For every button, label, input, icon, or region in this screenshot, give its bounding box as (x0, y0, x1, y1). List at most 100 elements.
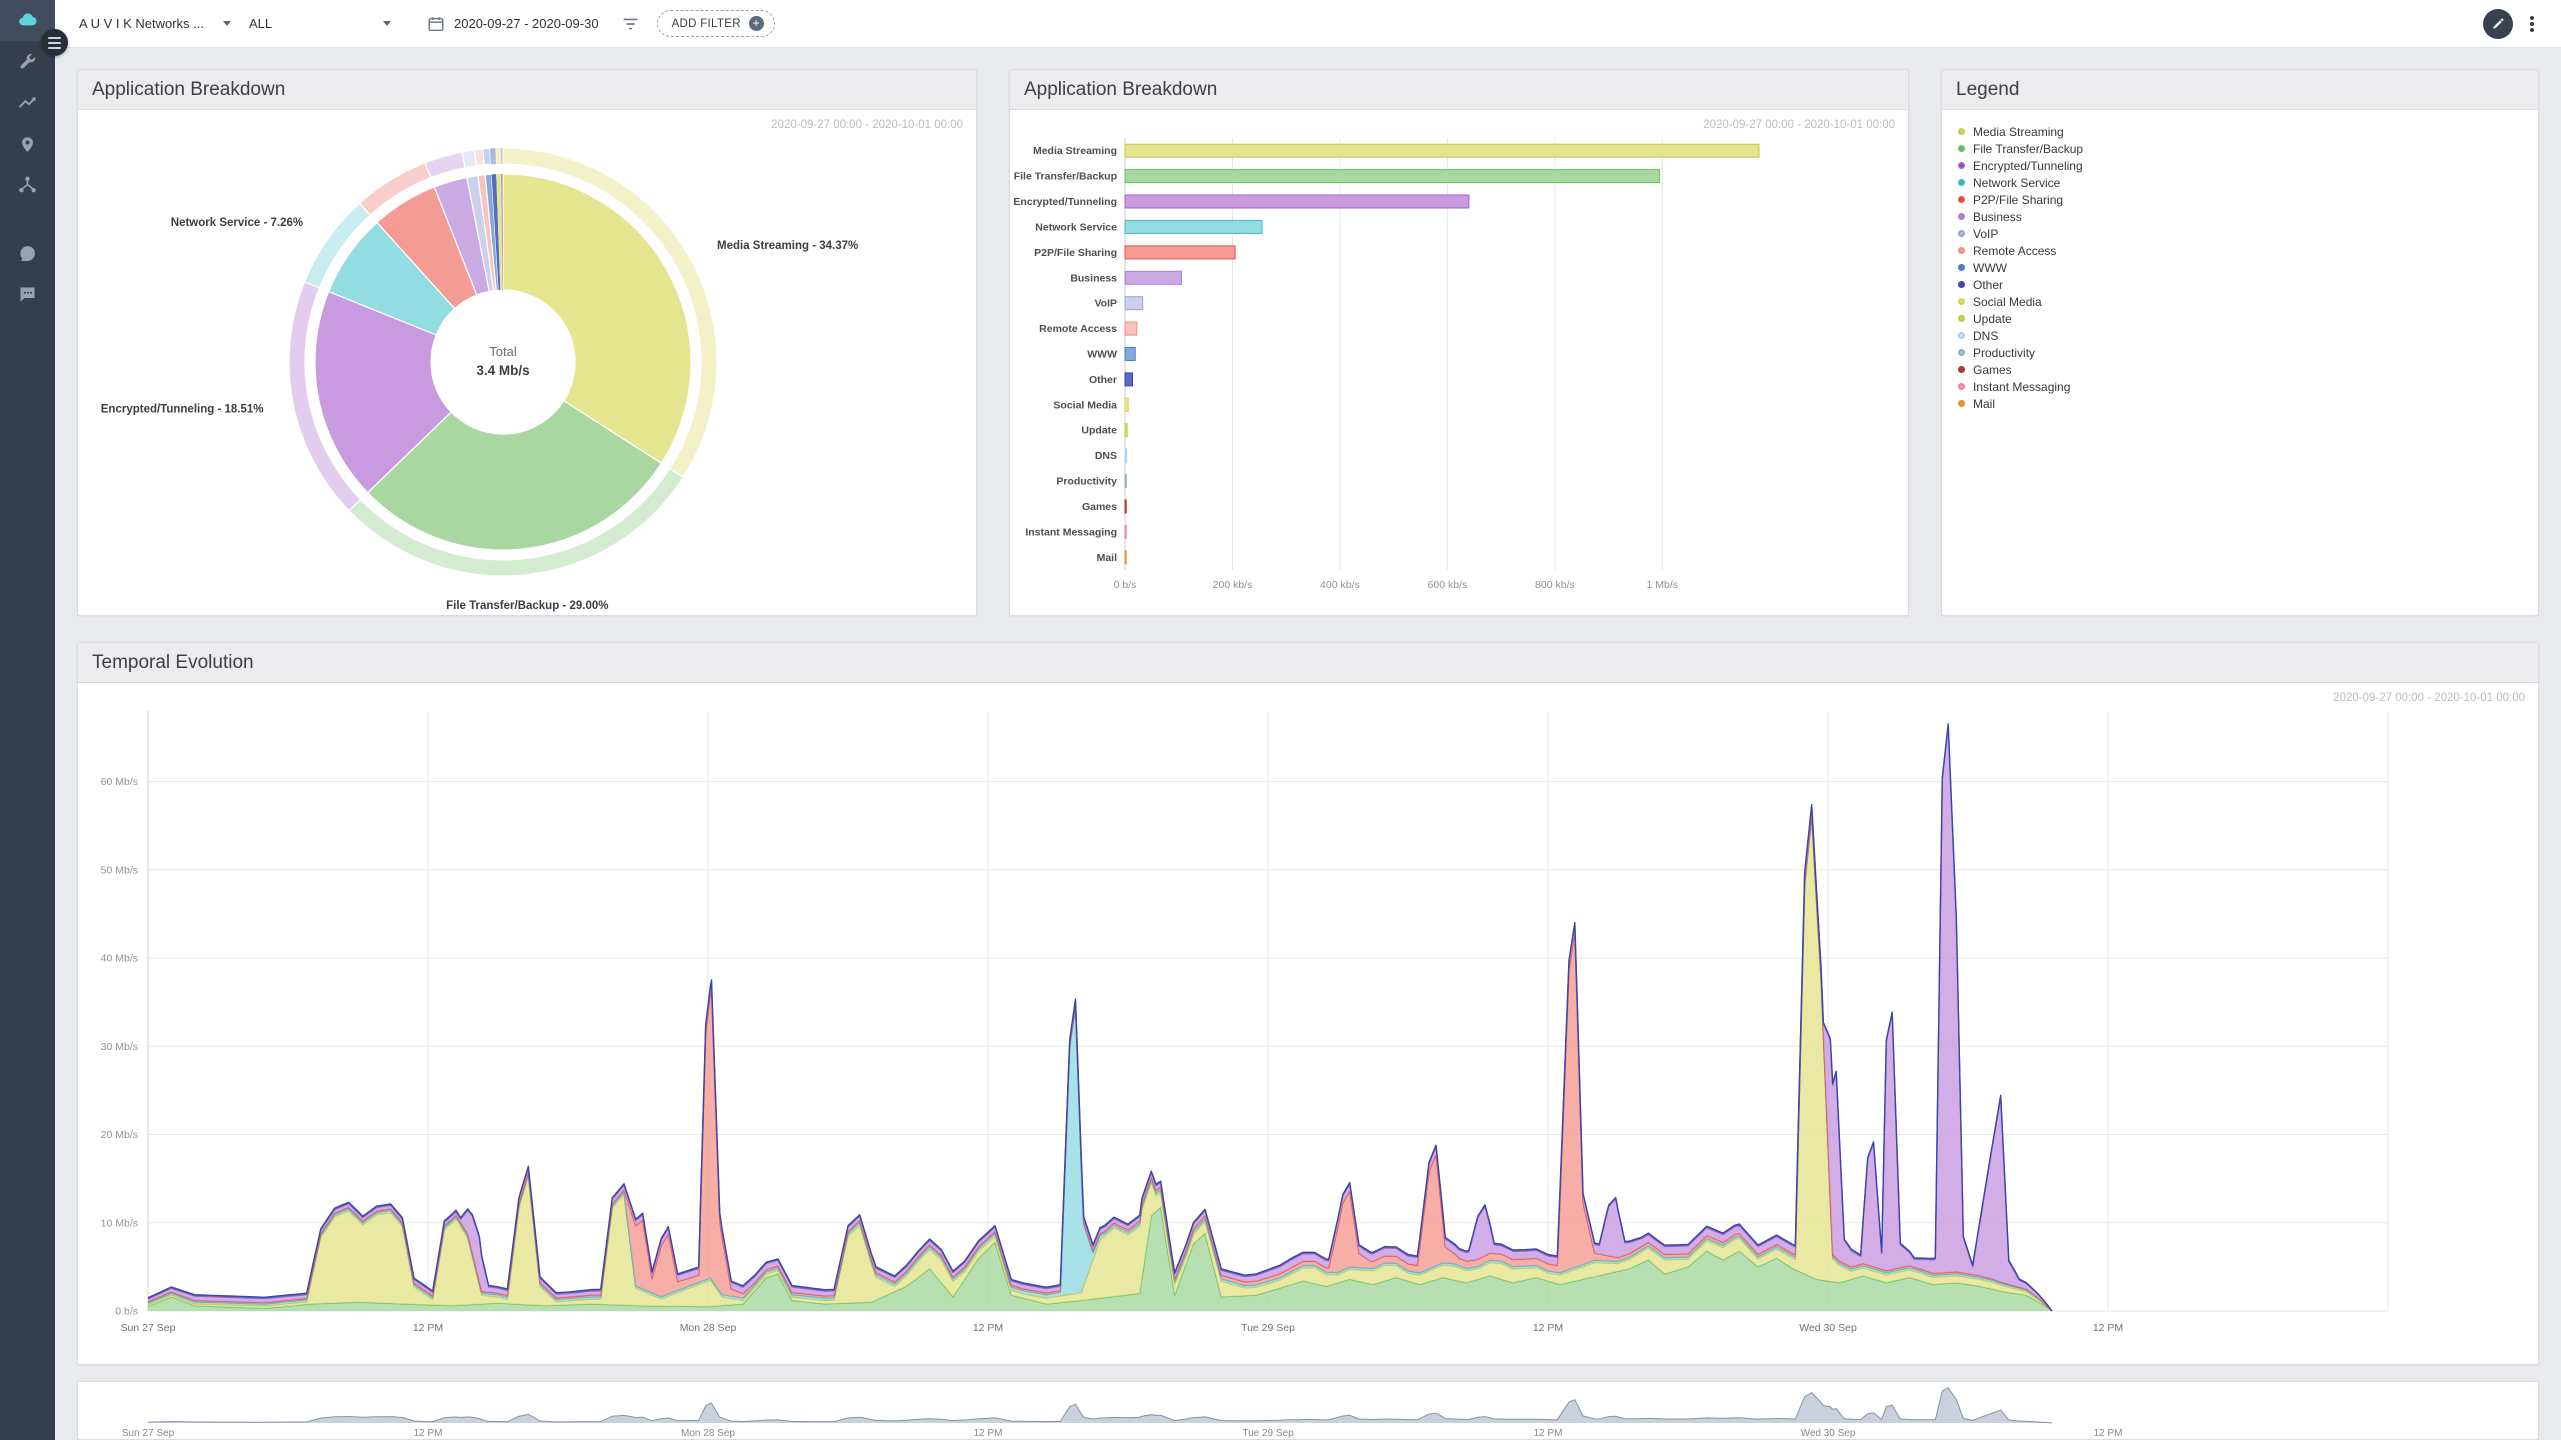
temporal-evolution-panel: Temporal Evolution 2020-09-27 00:00 - 20… (77, 642, 2539, 1365)
svg-text:File Transfer/Backup - 29.00%: File Transfer/Backup - 29.00% (446, 600, 608, 612)
legend-label: DNS (1973, 328, 1999, 343)
legend-item[interactable]: Instant Messaging (1958, 378, 2536, 395)
filter-icon[interactable] (621, 14, 641, 34)
pencil-icon (2490, 16, 2506, 32)
calendar-icon (427, 15, 454, 33)
sidebar-item-home[interactable] (0, 0, 55, 41)
svg-text:12 PM: 12 PM (1534, 1428, 1563, 1439)
sidebar-item-feedback[interactable] (0, 274, 55, 315)
edit-dashboard-button[interactable] (2483, 8, 2513, 39)
svg-text:WWW: WWW (1087, 349, 1117, 361)
sidebar-item-network-map[interactable] (0, 164, 55, 205)
sidebar (0, 0, 55, 1440)
legend-color-dot (1958, 383, 1965, 390)
sidebar-item-tools[interactable] (0, 41, 55, 82)
legend-item[interactable]: File Transfer/Backup (1958, 140, 2536, 157)
svg-text:P2P/File Sharing: P2P/File Sharing (1034, 247, 1117, 259)
svg-text:Wed 30 Sep: Wed 30 Sep (1799, 1322, 1857, 1334)
svg-text:10 Mb/s: 10 Mb/s (101, 1217, 138, 1229)
legend-label: WWW (1973, 260, 2007, 275)
legend-label: Media Streaming (1973, 124, 2064, 139)
svg-text:12 PM: 12 PM (2094, 1428, 2123, 1439)
svg-text:3.4 Mb/s: 3.4 Mb/s (476, 363, 529, 378)
svg-text:Mon 28 Sep: Mon 28 Sep (681, 1428, 735, 1439)
legend-color-dot (1958, 298, 1965, 305)
legend-item[interactable]: Network Service (1958, 174, 2536, 191)
sidebar-item-locations[interactable] (0, 123, 55, 164)
svg-text:Tue 29 Sep: Tue 29 Sep (1242, 1428, 1294, 1439)
legend-label: Mail (1973, 396, 1996, 411)
legend-item[interactable]: P2P/File Sharing (1958, 191, 2536, 208)
panel-title: Application Breakdown (1024, 78, 1218, 100)
legend-item[interactable]: Business (1958, 208, 2536, 225)
menu-toggle-button[interactable] (41, 29, 68, 56)
scope-selector[interactable]: ALL (249, 16, 391, 31)
svg-text:Network Service - 7.26%: Network Service - 7.26% (171, 217, 303, 229)
legend-color-dot (1958, 366, 1965, 373)
svg-text:Instant Messaging: Instant Messaging (1025, 526, 1117, 538)
svg-text:12 PM: 12 PM (1533, 1322, 1563, 1334)
map-pin-icon (17, 133, 38, 154)
kebab-icon (2530, 15, 2534, 20)
svg-text:Media Streaming - 34.37%: Media Streaming - 34.37% (717, 240, 858, 252)
legend-label: Social Media (1973, 294, 2042, 309)
date-range-picker[interactable]: 2020-09-27 - 2020-09-30 (427, 15, 599, 33)
svg-text:0 b/s: 0 b/s (115, 1306, 138, 1318)
legend-color-dot (1958, 128, 1965, 135)
svg-text:DNS: DNS (1095, 450, 1117, 462)
legend-label: Encrypted/Tunneling (1973, 158, 2083, 173)
panel-title: Application Breakdown (92, 78, 286, 100)
legend-item[interactable]: Update (1958, 310, 2536, 327)
sidebar-item-support-chat[interactable] (0, 233, 55, 274)
svg-text:Productivity: Productivity (1056, 476, 1117, 488)
legend-item[interactable]: Other (1958, 276, 2536, 293)
application-breakdown-donut-chart[interactable]: Media Streaming - 34.37% File Transfer/Ba… (78, 110, 976, 615)
application-breakdown-bar-chart[interactable]: 0 b/s 200 kb/s 400 kb/s 600 kb/s 800 kb/s 1 M… (1010, 110, 1908, 615)
legend-color-dot (1958, 281, 1965, 288)
scope-label: ALL (249, 16, 273, 31)
more-options-button[interactable] (2527, 11, 2537, 37)
legend-item[interactable]: Social Media (1958, 293, 2536, 310)
dashboard-content: Application Breakdown 2020-09-27 00:00 -… (55, 48, 2561, 1440)
legend-list: Media Streaming File Transfer/Backup Encry… (1942, 110, 2538, 412)
timeline-navigator-chart[interactable]: Sun 27 Sep 12 PM Mon 28 Sep 12 PM Tue 29 Sep… (78, 1382, 2538, 1439)
legend-color-dot (1958, 332, 1965, 339)
svg-text:12 PM: 12 PM (973, 1322, 1003, 1334)
topbar: A U V I K Networks ... ALL 2020-09-27 - … (55, 0, 2561, 48)
legend-panel: Legend Media Streaming File Transfer/Back… (1941, 69, 2539, 616)
legend-item[interactable]: Productivity (1958, 344, 2536, 361)
legend-item[interactable]: Mail (1958, 395, 2536, 412)
chevron-down-icon (383, 21, 391, 26)
panel-header: Legend (1942, 70, 2538, 110)
svg-text:Social Media: Social Media (1053, 399, 1117, 411)
legend-label: Business (1973, 209, 2022, 224)
legend-item[interactable]: Games (1958, 361, 2536, 378)
legend-item[interactable]: VoIP (1958, 225, 2536, 242)
legend-label: Remote Access (1973, 243, 2057, 258)
legend-label: Instant Messaging (1973, 379, 2071, 394)
svg-text:0 b/s: 0 b/s (1114, 579, 1137, 591)
svg-text:Total: Total (489, 344, 517, 359)
legend-label: P2P/File Sharing (1973, 192, 2064, 207)
legend-item[interactable]: Media Streaming (1958, 123, 2536, 140)
legend-item[interactable]: WWW (1958, 259, 2536, 276)
legend-item[interactable]: Encrypted/Tunneling (1958, 157, 2536, 174)
add-filter-button[interactable]: ADD FILTER + (656, 10, 775, 37)
legend-label: Update (1973, 311, 2012, 326)
svg-text:Sun 27 Sep: Sun 27 Sep (122, 1428, 175, 1439)
tenant-selector[interactable]: A U V I K Networks ... (79, 16, 231, 31)
legend-item[interactable]: Remote Access (1958, 242, 2536, 259)
svg-text:Mail: Mail (1097, 552, 1118, 564)
svg-text:Mon 28 Sep: Mon 28 Sep (680, 1322, 737, 1334)
svg-text:Media Streaming: Media Streaming (1033, 145, 1117, 157)
timeline-navigator-panel: Sun 27 Sep 12 PM Mon 28 Sep 12 PM Tue 29 Sep… (77, 1381, 2539, 1440)
legend-color-dot (1958, 230, 1965, 237)
analytics-icon (17, 92, 38, 113)
svg-text:Update: Update (1081, 425, 1117, 437)
legend-color-dot (1958, 264, 1965, 271)
sidebar-item-analytics[interactable] (0, 82, 55, 123)
svg-text:VoIP: VoIP (1094, 298, 1117, 310)
temporal-evolution-area-chart[interactable]: 0 b/s 10 Mb/s 20 Mb/s 30 Mb/s 40 Mb/s 50 Mb/s… (78, 683, 2538, 1364)
legend-item[interactable]: DNS (1958, 327, 2536, 344)
panel-body: 2020-09-27 00:00 - 2020-10-01 00:00 Medi… (78, 110, 976, 615)
